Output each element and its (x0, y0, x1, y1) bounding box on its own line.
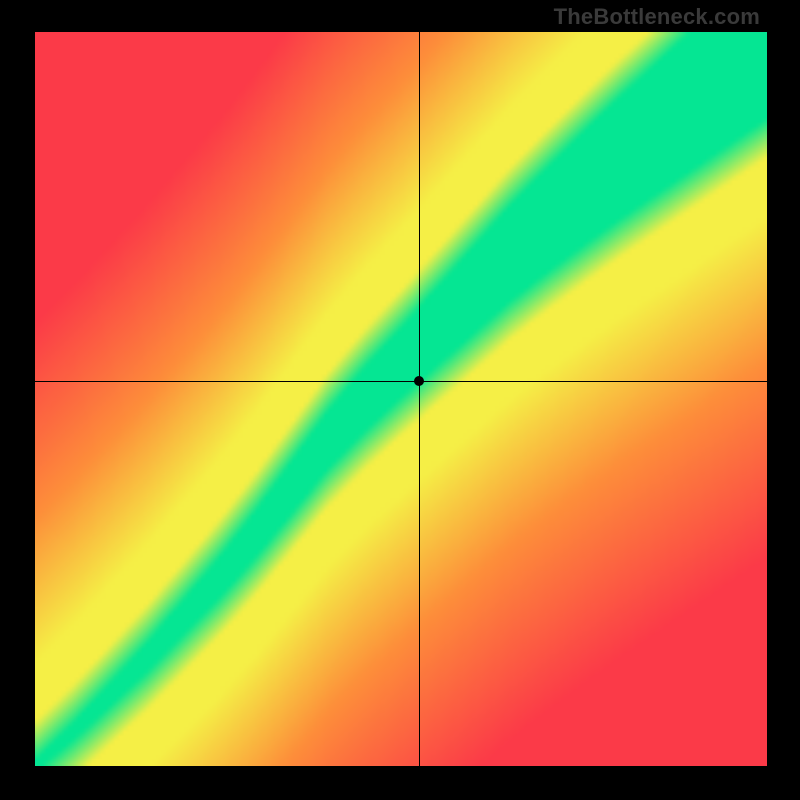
crosshair-horizontal (35, 381, 767, 382)
crosshair-marker (414, 376, 424, 386)
heatmap-canvas (35, 32, 767, 766)
bottleneck-heatmap-plot (35, 32, 767, 766)
watermark-text: TheBottleneck.com (554, 4, 760, 30)
crosshair-vertical (419, 32, 420, 766)
